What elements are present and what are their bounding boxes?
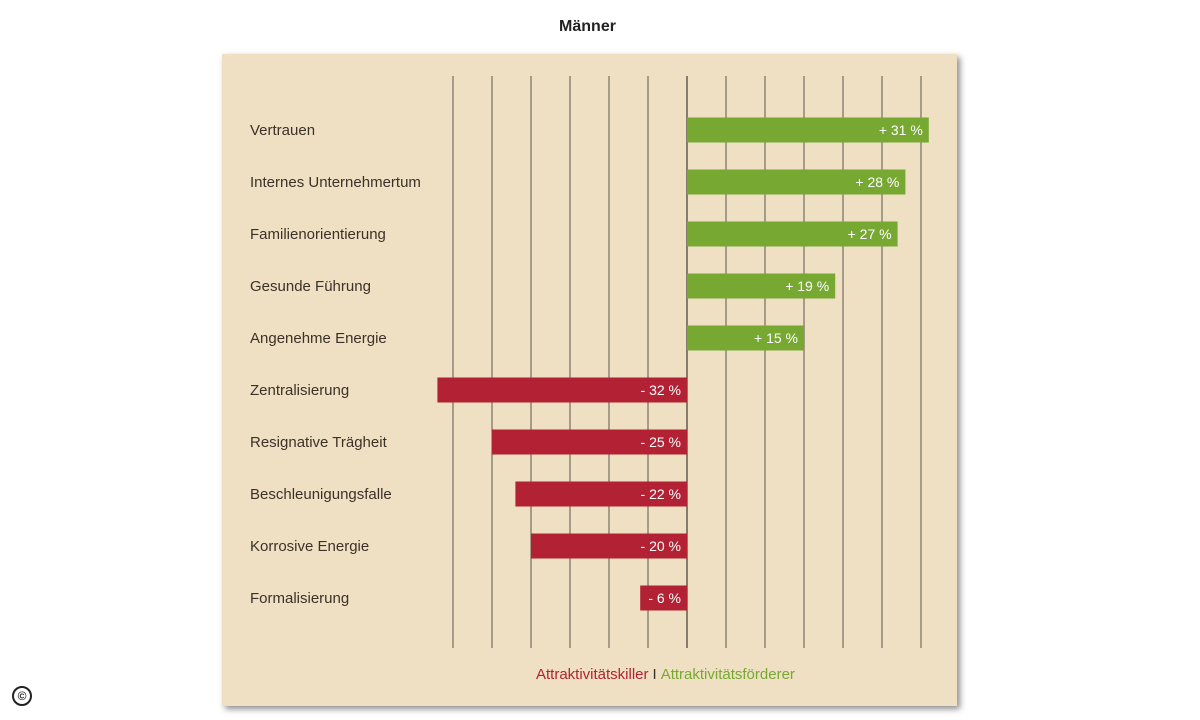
legend: Attraktivitätskiller I Attraktivitätsförde…	[536, 666, 795, 683]
category-label: Formalisierung	[250, 590, 349, 607]
chart-panel: Vertrauen + 31 % Internes Unternehmertum + …	[222, 54, 957, 706]
category-label: Vertrauen	[250, 122, 315, 139]
value-label: - 32 %	[641, 382, 681, 398]
bar-negative	[531, 533, 687, 559]
bar-negative	[492, 429, 687, 455]
bar-chart: Vertrauen + 31 % Internes Unternehmertum + …	[250, 76, 929, 648]
category-label: Korrosive Energie	[250, 538, 369, 555]
bar-negative	[515, 481, 687, 507]
category-label: Gesunde Führung	[250, 278, 371, 295]
value-label: - 6 %	[648, 590, 681, 606]
copyright-icon: ©	[12, 686, 32, 706]
bar-negative	[437, 377, 687, 403]
bar-positive	[687, 221, 898, 247]
category-label: Beschleunigungsfalle	[250, 486, 392, 503]
category-label: Angenehme Energie	[250, 330, 387, 347]
value-label: - 22 %	[641, 486, 681, 502]
value-label: + 19 %	[785, 278, 829, 294]
bar-positive	[687, 273, 836, 299]
bar-negative	[640, 585, 687, 611]
legend-positive: Attraktivitätsförderer	[660, 666, 795, 683]
bar-positive	[687, 117, 929, 143]
bar-positive	[687, 325, 804, 351]
bar-positive	[687, 169, 906, 195]
legend-negative: Attraktivitätskiller	[536, 666, 649, 683]
value-label: - 20 %	[641, 538, 681, 554]
value-label: - 25 %	[641, 434, 681, 450]
chart-title: Männer	[559, 18, 616, 35]
value-label: + 27 %	[848, 226, 892, 242]
category-label: Internes Unternehmertum	[250, 174, 421, 191]
legend-separator: I	[652, 666, 657, 683]
category-label: Familienorientierung	[250, 226, 386, 243]
value-label: + 28 %	[855, 174, 899, 190]
value-label: + 31 %	[879, 122, 923, 138]
value-label: + 15 %	[754, 330, 798, 346]
category-label: Zentralisierung	[250, 382, 349, 399]
category-label: Resignative Trägheit	[250, 434, 388, 451]
